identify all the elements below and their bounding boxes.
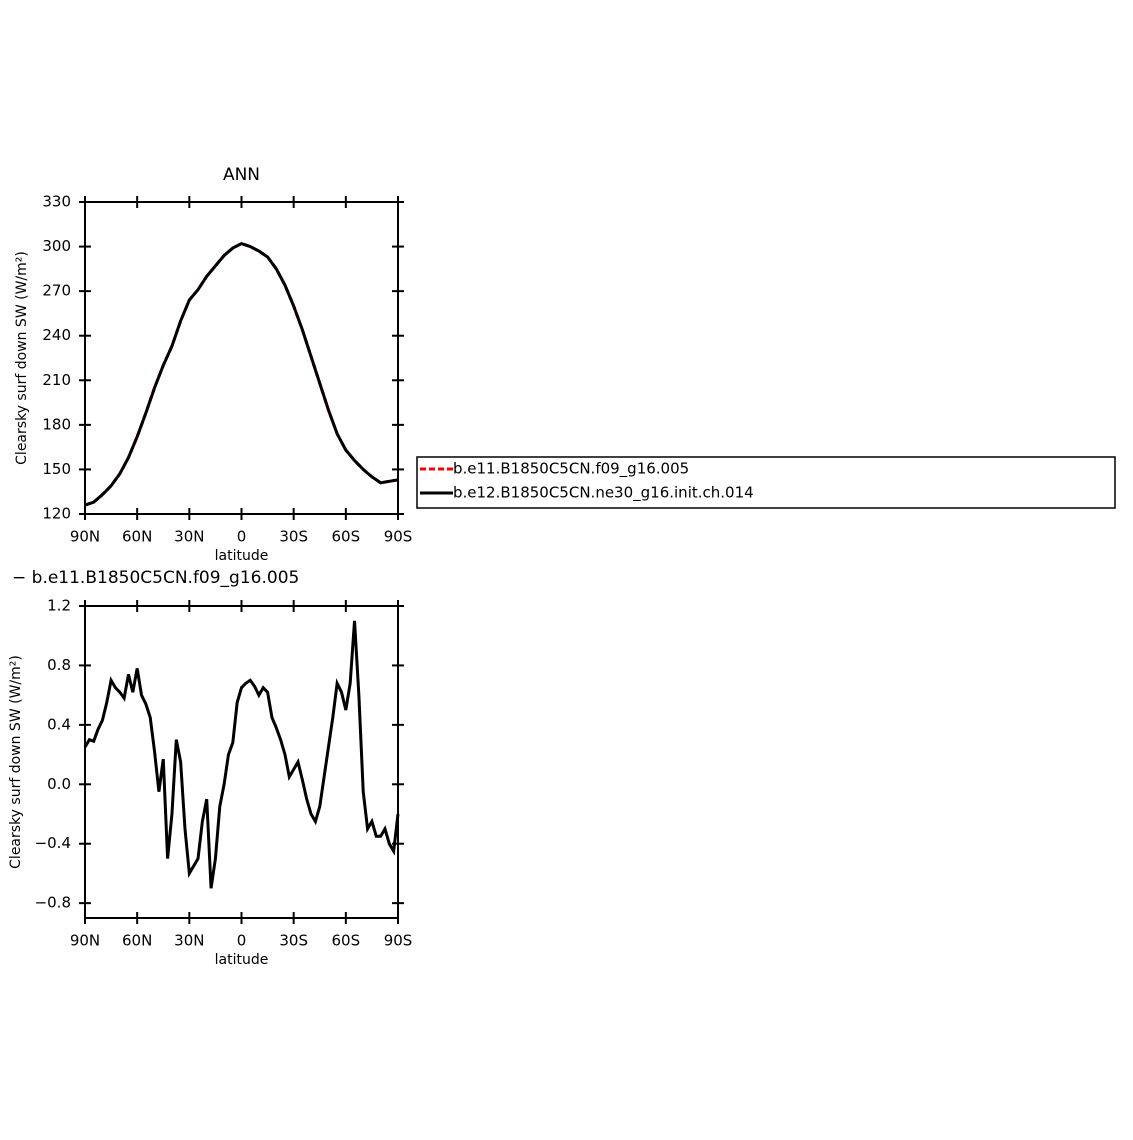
legend-label: b.e12.B1850C5CN.ne30_g16.init.ch.014 <box>453 484 754 503</box>
y-tick-label: 210 <box>42 371 71 389</box>
x-tick-label: 30S <box>279 528 308 546</box>
y-tick-label: 0.0 <box>47 775 71 793</box>
x-tick-label: 60N <box>122 528 152 546</box>
y-tick-label: 270 <box>42 282 71 300</box>
y-tick-label: 0.8 <box>47 656 71 674</box>
x-axis-label: latitude <box>215 548 269 564</box>
y-tick-label: 180 <box>42 415 71 433</box>
x-tick-label: 90N <box>70 932 100 950</box>
legend-label: b.e11.B1850C5CN.f09_g16.005 <box>453 460 689 479</box>
y-tick-label: 300 <box>42 237 71 255</box>
x-tick-label: 30S <box>279 932 308 950</box>
y-tick-label: 240 <box>42 326 71 344</box>
x-tick-label: 90N <box>70 528 100 546</box>
x-tick-label: 60N <box>122 932 152 950</box>
x-tick-label: 30N <box>174 932 204 950</box>
x-tick-label: 60S <box>332 932 361 950</box>
y-tick-label: 0.4 <box>47 715 71 733</box>
y-tick-label: 120 <box>42 505 71 523</box>
x-tick-label: 0 <box>237 528 247 546</box>
x-tick-label: 60S <box>332 528 361 546</box>
legend-box <box>416 456 1116 509</box>
x-tick-label: 0 <box>237 932 247 950</box>
data-line <box>84 241 399 507</box>
x-tick-label: 90S <box>384 932 413 950</box>
y-tick-label: 150 <box>42 460 71 478</box>
chart-title: − b.e11.B1850C5CN.f09_g16.005 <box>12 568 299 588</box>
y-axis-label: Clearsky surf down SW (W/m²) <box>8 655 24 869</box>
x-tick-label: 90S <box>384 528 413 546</box>
chart-title: ANN <box>223 165 260 185</box>
data-line <box>83 620 400 889</box>
y-tick-label: −0.4 <box>35 834 71 852</box>
y-tick-label: 330 <box>42 193 71 211</box>
y-axis-label: Clearsky surf down SW (W/m²) <box>14 251 30 465</box>
x-axis-label: latitude <box>215 952 269 968</box>
y-tick-label: 1.2 <box>47 597 71 615</box>
x-tick-label: 30N <box>174 528 204 546</box>
y-tick-label: −0.8 <box>35 894 71 912</box>
plot-frame <box>84 201 399 515</box>
data-line <box>84 241 399 507</box>
